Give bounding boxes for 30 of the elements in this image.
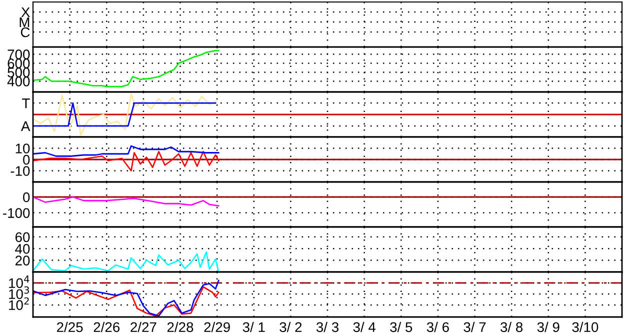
x-tick-label: 3/ 4 [353, 322, 376, 332]
y-tick-label: -100 [3, 208, 30, 218]
y-tick-label: 0 [23, 154, 30, 165]
x-tick-label: 3/ 7 [464, 322, 486, 332]
y-tick-label: -10 [10, 166, 30, 176]
text: T [22, 98, 30, 108]
x-tick-label: 2/28 [167, 322, 194, 332]
x-tick-label: 3/ 8 [500, 322, 523, 332]
x-tick-label: 2/27 [130, 322, 156, 332]
x-tick-label: 3/ 2 [280, 322, 302, 332]
category-label: X [21, 7, 30, 18]
y-tick-label: 40 [15, 244, 30, 254]
y-tick-label: 60 [15, 232, 30, 242]
x-tick-label: 3/10 [572, 322, 598, 332]
y-tick-label: 400 [7, 76, 30, 86]
x-tick-label: 2/26 [94, 322, 120, 332]
category-label: M [20, 17, 30, 28]
x-tick-label: 3/ 3 [316, 322, 338, 332]
x-tick-label: 2/29 [204, 322, 230, 332]
y-tick-label: 10 [16, 144, 30, 154]
x-tick-label: 3/ 1 [242, 322, 265, 332]
y-tick-label: 700 [8, 50, 30, 60]
x-tick-label: 3/ 9 [537, 322, 560, 332]
x-tick-label: 3/ 6 [426, 322, 449, 332]
x-tick-label: 3/ 5 [390, 322, 412, 332]
x-tick-label: 2/25 [56, 322, 83, 332]
y-tick-label: 0 [23, 192, 30, 202]
category-label: C [20, 27, 30, 38]
text: A [20, 121, 30, 131]
y-tick-label: 20 [15, 256, 30, 266]
